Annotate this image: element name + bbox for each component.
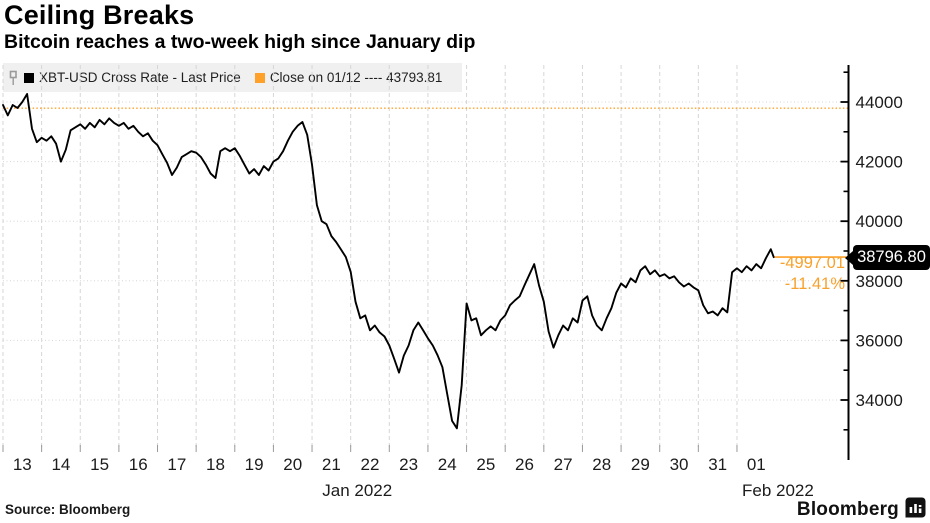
x-axis-day-label: 01 <box>747 455 766 474</box>
x-axis-day-label: 29 <box>631 455 650 474</box>
x-axis-day-label: 17 <box>167 455 186 474</box>
y-axis-label: 44000 <box>856 93 903 112</box>
y-axis-label: 40000 <box>856 212 903 231</box>
x-axis-day-label: 24 <box>438 455 457 474</box>
price-line-series <box>2 93 775 430</box>
pin-icon[interactable] <box>9 70 18 86</box>
legend-label-close-line: Close on 01/12 ---- 43793.81 <box>269 70 443 85</box>
x-axis-day-label: 20 <box>283 455 302 474</box>
x-axis-month-label: Jan 2022 <box>322 481 392 500</box>
source-note: Source: Bloomberg <box>5 502 131 517</box>
x-axis-day-label: 30 <box>670 455 689 474</box>
x-axis-day-label: 26 <box>515 455 534 474</box>
x-axis-day-label: 13 <box>13 455 32 474</box>
x-axis-day-label: 14 <box>51 455 70 474</box>
x-axis-day-label: 16 <box>129 455 148 474</box>
change-percent: -11.41% <box>784 275 845 293</box>
x-axis-day-label: 22 <box>361 455 380 474</box>
chart-legend: XBT-USD Cross Rate - Last Price Close on… <box>3 63 462 92</box>
y-axis-label: 34000 <box>856 391 903 410</box>
last-price-bubble: 38796.80 <box>845 245 930 270</box>
series-swatch-close-line <box>254 72 265 83</box>
page-title: Ceiling Breaks <box>4 0 195 30</box>
x-axis-day-label: 27 <box>554 455 573 474</box>
y-axis-label: 38000 <box>856 272 903 291</box>
y-axis-label: 36000 <box>856 331 903 350</box>
y-axis-label: 42000 <box>856 153 903 172</box>
x-axis-day-label: 15 <box>90 455 109 474</box>
series-swatch-last-price <box>24 72 34 83</box>
legend-label-last-price: XBT-USD Cross Rate - Last Price <box>39 70 241 85</box>
x-axis-day-label: 31 <box>708 455 727 474</box>
bloomberg-chart-icon <box>905 497 926 523</box>
change-absolute: -4997.01 <box>779 254 845 272</box>
bloomberg-logo-text: Bloomberg <box>796 499 899 520</box>
x-axis-day-label: 19 <box>245 455 264 474</box>
x-axis-day-label: 28 <box>592 455 611 474</box>
x-axis-day-label: 25 <box>476 455 495 474</box>
x-axis-day-label: 18 <box>206 455 225 474</box>
page-subtitle: Bitcoin reaches a two-week high since Ja… <box>4 31 476 53</box>
x-axis-day-label: 21 <box>322 455 341 474</box>
last-price-value: 38796.80 <box>857 248 926 266</box>
x-axis-day-label: 23 <box>399 455 418 474</box>
bloomberg-logo: Bloomberg <box>797 497 926 523</box>
x-axis-month-label: Feb 2022 <box>742 481 814 500</box>
